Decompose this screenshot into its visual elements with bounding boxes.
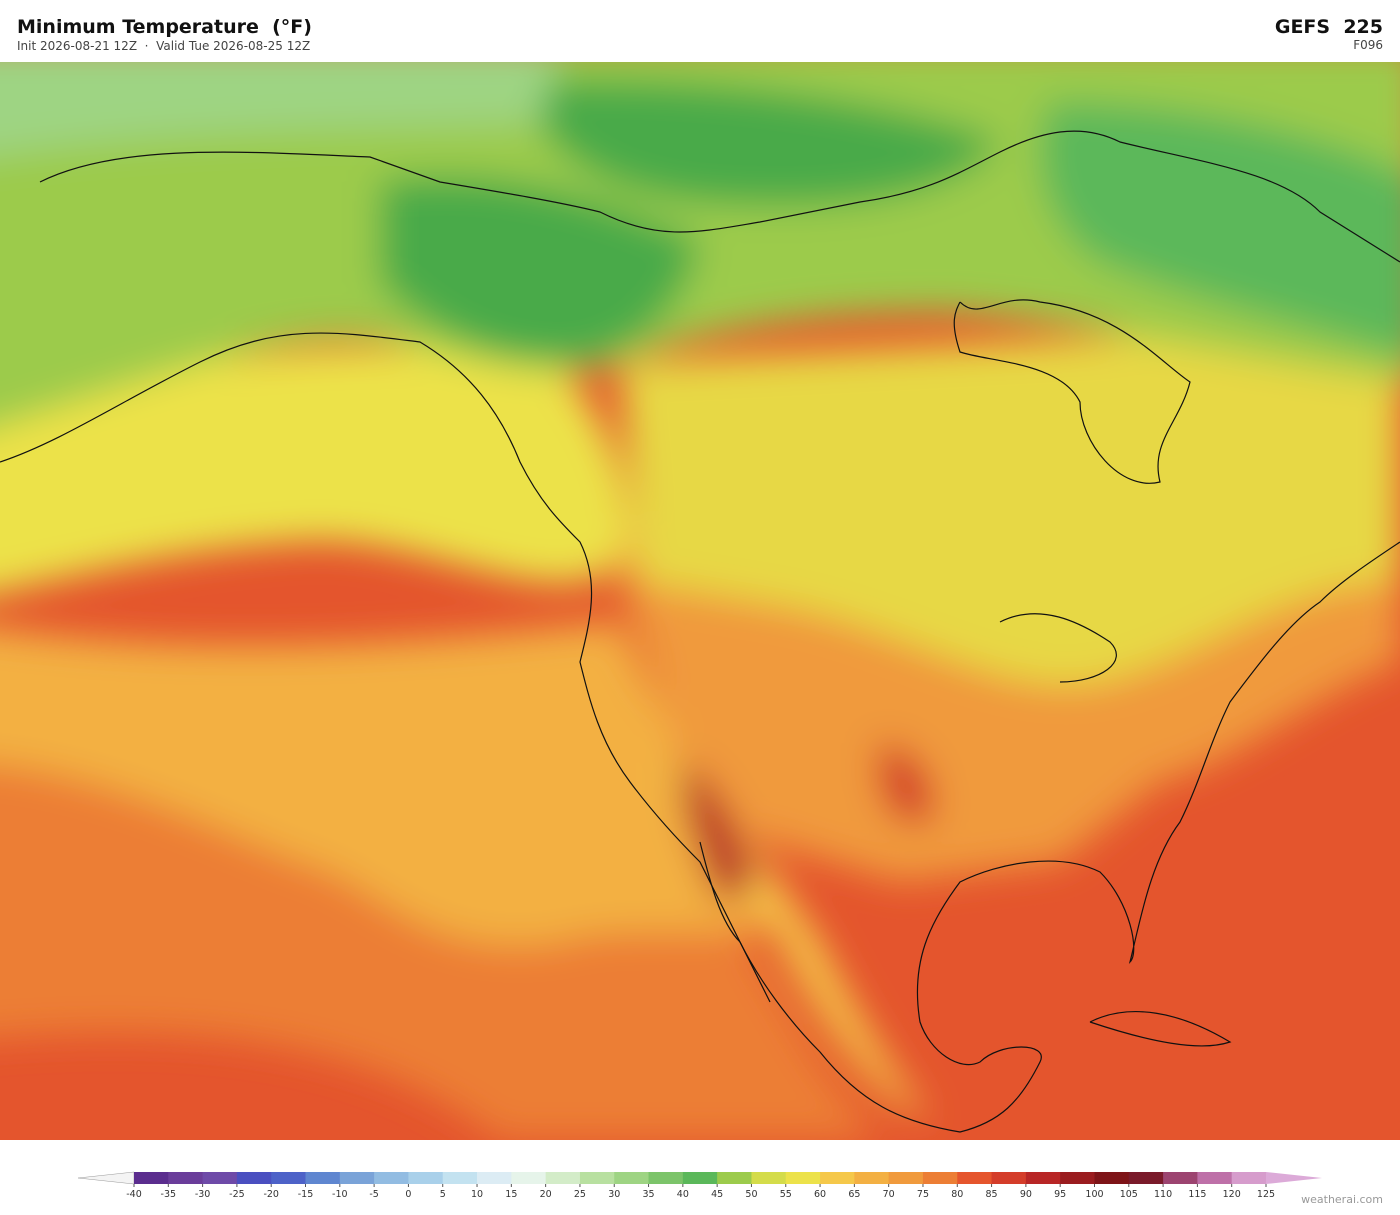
forecast-hour: F096 <box>1353 38 1383 52</box>
colorbar-segment <box>579 1172 615 1184</box>
colorbar-segment <box>442 1172 478 1184</box>
colorbar-tick-label: -20 <box>263 1189 279 1200</box>
colorbar-tick-label: 65 <box>848 1189 860 1200</box>
title: Minimum Temperature (°F) <box>17 16 312 38</box>
colorbar-segment <box>1231 1172 1267 1184</box>
colorbar-tick-label: 5 <box>440 1189 446 1200</box>
colorbar-tick-label: 50 <box>745 1189 757 1200</box>
colorbar-over <box>1266 1172 1322 1184</box>
colorbar-segment <box>957 1172 993 1184</box>
colorbar-segment <box>1128 1172 1164 1184</box>
colorbar-tick-label: 100 <box>1085 1189 1103 1200</box>
colorbar-tick-label: -15 <box>298 1189 314 1200</box>
colorbar-tick-label: 40 <box>677 1189 689 1200</box>
colorbar-tick-label: 70 <box>883 1189 895 1200</box>
colorbar-segment <box>648 1172 684 1184</box>
colorbar-tick-label: -25 <box>229 1189 245 1200</box>
model: GEFS 225 <box>1274 16 1383 38</box>
coastlines <box>0 130 1400 1133</box>
colorbar-segment <box>408 1172 444 1184</box>
colorbar-segment <box>751 1172 787 1184</box>
colorbar-tick-label: 105 <box>1120 1189 1138 1200</box>
colorbar-segment <box>820 1172 855 1184</box>
colorbar-segment <box>168 1172 204 1184</box>
temperature-field <box>0 62 1400 1140</box>
colorbar-segment <box>271 1172 307 1184</box>
colorbar-tick-label: -40 <box>126 1189 142 1200</box>
colorbar-segment <box>854 1172 890 1184</box>
colorbar-tick-label: 110 <box>1154 1189 1172 1200</box>
colorbar-tick-label: 0 <box>405 1189 411 1200</box>
colorbar-segment <box>1060 1172 1095 1184</box>
colorbar-segment <box>134 1172 169 1184</box>
colorbar-segment <box>339 1172 375 1184</box>
colorbar-segment <box>202 1172 238 1184</box>
colorbar-segment <box>682 1172 718 1184</box>
colorbar: -40 -35 -30 -25 -20 -15 -10 -5 0 5 10 15 20 25 30 35 40 4… <box>77 1171 1322 1200</box>
colorbar-segment <box>1197 1172 1233 1184</box>
colorbar-tick-label: -5 <box>369 1189 378 1200</box>
colorbar-segment <box>1094 1172 1130 1184</box>
colorbar-tick-label: -10 <box>332 1189 348 1200</box>
colorbar-segment <box>991 1172 1027 1184</box>
colorbar-tick-label: 15 <box>505 1189 517 1200</box>
colorbar-tick-label: 115 <box>1188 1189 1206 1200</box>
subtitle: Init 2026-08-21 12Z · Valid Tue 2026-08-… <box>17 39 311 53</box>
colorbar-segment <box>374 1172 409 1184</box>
colorbar-segment <box>922 1172 958 1184</box>
colorbar-segment <box>1025 1172 1061 1184</box>
colorbar-tick-label: 55 <box>780 1189 792 1200</box>
colorbar-tick-label: 25 <box>574 1189 586 1200</box>
colorbar-tick-label: 120 <box>1223 1189 1241 1200</box>
colorbar-tick-label: 60 <box>814 1189 826 1200</box>
colorbar-segment <box>511 1172 547 1184</box>
colorbar-tick-label: 90 <box>1020 1189 1032 1200</box>
colorbar-tick-label: 20 <box>540 1189 552 1200</box>
colorbar-segment <box>545 1172 581 1184</box>
map <box>0 62 1400 1140</box>
colorbar-segment <box>236 1172 272 1184</box>
colorbar-tick-label: -30 <box>195 1189 211 1200</box>
colorbar-tick-label: 85 <box>986 1189 998 1200</box>
colorbar-tick-label: 80 <box>951 1189 963 1200</box>
colorbar-segment <box>305 1172 341 1184</box>
colorbar-tick-label: 75 <box>917 1189 929 1200</box>
colorbar-segment <box>614 1172 650 1184</box>
colorbar-segment <box>717 1172 752 1184</box>
colorbar-segment <box>1163 1172 1198 1184</box>
colorbar-tick-label: 35 <box>642 1189 654 1200</box>
colorbar-tick-label: 125 <box>1257 1189 1275 1200</box>
colorbar-tick-label: 45 <box>711 1189 723 1200</box>
colorbar-segment <box>477 1172 512 1184</box>
colorbar-segment <box>888 1172 924 1184</box>
credit: weatherai.com <box>1301 1193 1383 1206</box>
colorbar-tick-label: -35 <box>161 1189 177 1200</box>
colorbar-tick-label: 95 <box>1054 1189 1066 1200</box>
colorbar-tick-label: 30 <box>608 1189 620 1200</box>
colorbar-segment <box>785 1172 821 1184</box>
colorbar-tick-label: 10 <box>471 1189 483 1200</box>
colorbar-under <box>77 1171 135 1185</box>
